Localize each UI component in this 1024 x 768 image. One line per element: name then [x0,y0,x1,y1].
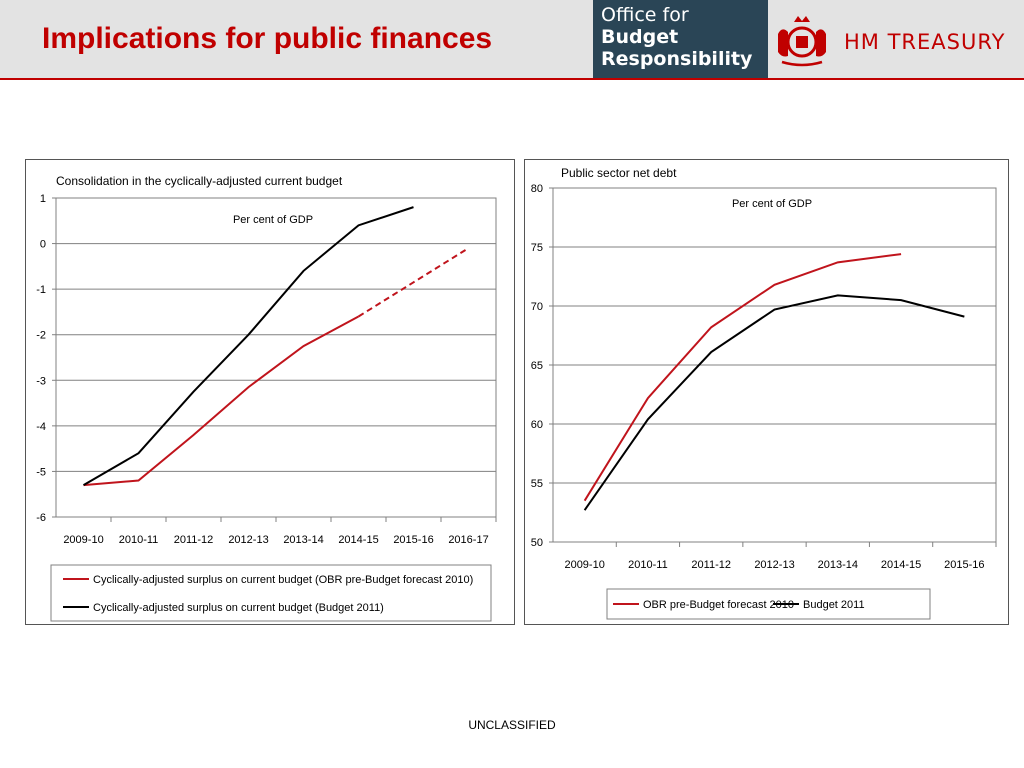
x-tick-label: 2013-14 [818,559,858,571]
chart-title: Public sector net debt [561,166,677,180]
chart-title: Consolidation in the cyclically-adjusted… [56,174,343,188]
x-tick-label: 2011-12 [691,559,731,571]
header-divider [0,78,1024,80]
x-tick-label: 2010-11 [628,559,668,571]
series-line-0 [83,315,359,487]
x-tick-label: 2016-17 [448,534,488,546]
y-tick-label: 1 [40,193,46,205]
legend-label-0: OBR pre-Budget forecast 2010 [643,599,794,611]
x-tick-label: 2011-12 [174,534,214,546]
x-tick-label: 2014-15 [881,559,921,571]
obr-logo-line2: Budget [601,26,679,48]
chart-annotation: Per cent of GDP [732,198,812,210]
x-tick-label: 2014-15 [338,534,378,546]
plot-area [55,197,497,518]
y-tick-label: 65 [531,360,543,372]
x-tick-label: 2015-16 [393,534,433,546]
y-tick-label: 50 [531,537,543,549]
x-tick-label: 2012-13 [754,559,794,571]
legend-label-1: Budget 2011 [803,599,865,611]
obr-logo-line1: Office for [601,4,689,26]
legend-box [606,588,931,620]
royal-crest-icon [778,16,826,67]
consolidation-chart: Consolidation in the cyclically-adjusted… [36,174,497,622]
y-tick-label: -1 [36,284,46,296]
x-tick-label: 2012-13 [228,534,268,546]
classification-footer: UNCLASSIFIED [468,718,556,732]
obr-logo-line3: Responsibility [601,48,753,70]
net-debt-chart: Public sector net debt 80 75 70 65 60 55 50 2009… [531,166,997,620]
y-tick-label: 60 [531,419,543,431]
slide-header [0,0,1024,78]
obr-logo: Office for Budget Responsibility [593,0,768,78]
series-line-projection-0 [357,247,470,318]
legend-box [50,564,492,622]
hm-treasury-wordmark: HM TREASURY [844,30,1006,54]
x-tick-label: 2009-10 [564,559,604,571]
x-tick-label: 2013-14 [283,534,323,546]
y-tick-label: 70 [531,301,543,313]
chart-panel-net-debt: Public sector net debt 80 75 70 65 60 55 50 2009… [524,159,1009,625]
legend-label-1: Cyclically-adjusted surplus on current b… [93,602,384,614]
y-tick-label: 75 [531,242,543,254]
y-tick-label: 80 [531,183,543,195]
series-line-1 [82,206,414,486]
legend-label-0: Cyclically-adjusted surplus on current b… [93,574,473,586]
x-tick-label: 2015-16 [944,559,984,571]
series-line-1 [583,294,965,511]
slide-title: Implications for public finances [42,22,493,55]
x-tick-label: 2009-10 [63,534,103,546]
y-tick-label: -5 [36,466,46,478]
y-tick-label: -4 [36,421,46,433]
y-tick-label: 0 [40,239,46,251]
chart-panel-consolidation: Consolidation in the cyclically-adjusted… [25,159,515,625]
y-tick-label: 55 [531,478,543,490]
chart-annotation: Per cent of GDP [233,214,313,226]
y-tick-label: -2 [36,330,46,342]
y-tick-label: -6 [36,512,46,524]
series-line-0 [583,253,902,502]
y-tick-label: -3 [36,375,46,387]
x-tick-label: 2010-11 [119,534,159,546]
